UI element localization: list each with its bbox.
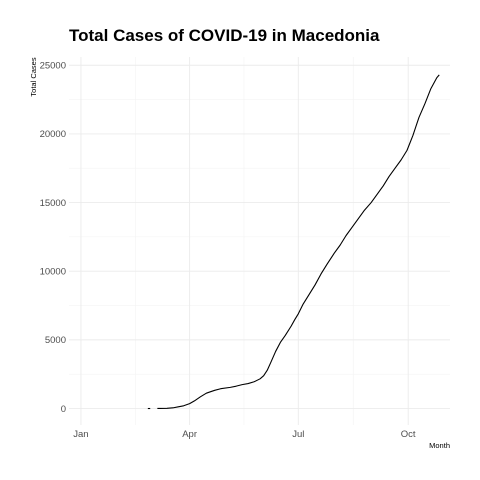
y-tick-label: 0 — [61, 404, 66, 415]
x-tick-label: Oct — [401, 429, 416, 440]
x-tick-label: Apr — [182, 429, 197, 440]
x-axis-tick-labels: Jan Apr Jul Oct — [73, 429, 416, 440]
y-axis-title: Total Cases — [29, 57, 38, 96]
series-line — [157, 74, 440, 410]
minor-gridlines — [69, 57, 450, 425]
series-lines — [147, 74, 440, 410]
chart-title: Total Cases of COVID-19 in Macedonia — [69, 26, 380, 45]
y-tick-label: 25000 — [40, 61, 66, 72]
x-tick-label: Jul — [292, 429, 304, 440]
y-tick-label: 5000 — [45, 335, 66, 346]
y-tick-label: 15000 — [40, 198, 66, 209]
y-axis-tick-labels: 0 5000 10000 15000 20000 25000 — [40, 61, 66, 415]
x-tick-label: Jan — [73, 429, 88, 440]
major-gridlines — [69, 57, 450, 425]
x-axis-title: Month — [429, 441, 450, 450]
y-tick-label: 20000 — [40, 129, 66, 140]
y-tick-label: 10000 — [40, 267, 66, 278]
